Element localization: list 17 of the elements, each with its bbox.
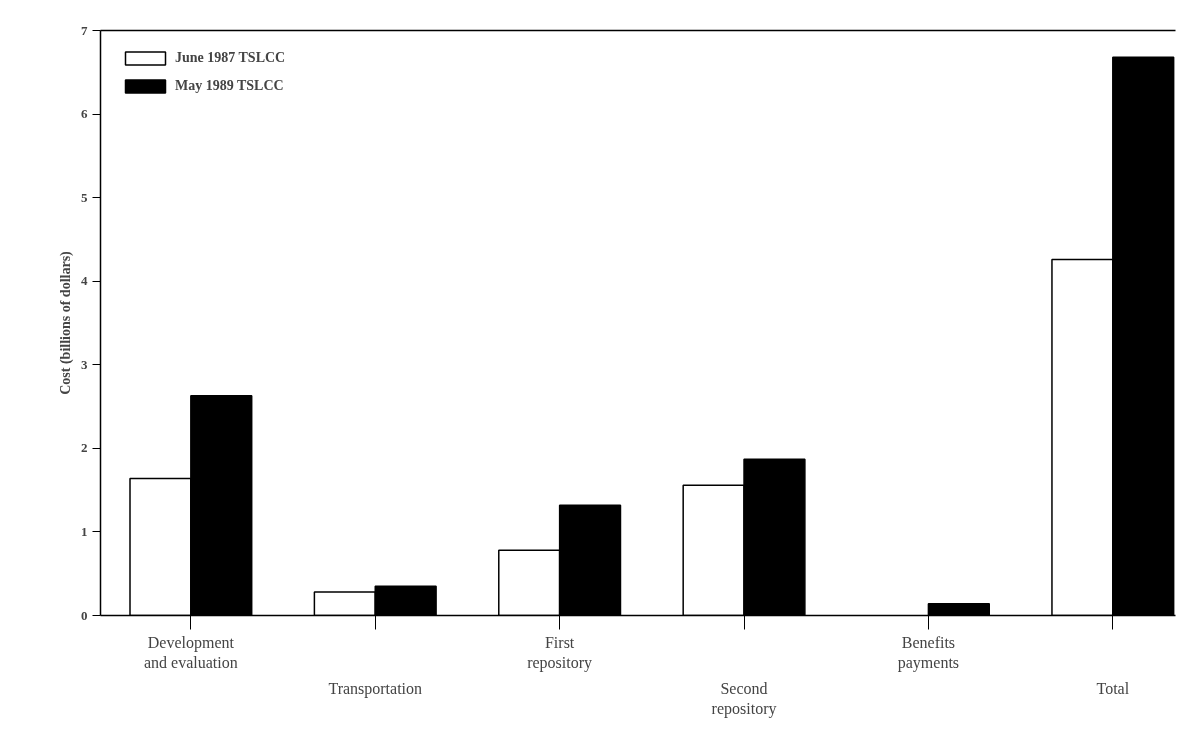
x-tick-label: Benefits payments	[897, 633, 960, 672]
y-axis-title: Cost (billions of dollars)	[58, 250, 74, 395]
x-tick-label: First repository	[527, 633, 593, 672]
y-tick-label: 6	[81, 106, 88, 122]
y-tick-label: 4	[81, 273, 88, 289]
y-tick-label: 1	[81, 523, 88, 539]
x-tick-label: Total	[1096, 679, 1130, 697]
x-tick-label: Second repository	[711, 679, 777, 718]
legend-label: June 1987 TSLCC	[175, 50, 286, 66]
y-tick-label: 7	[81, 22, 88, 38]
x-tick-label: Development and evaluation	[143, 633, 238, 671]
y-tick-label: 3	[81, 356, 88, 372]
y-tick-label: 5	[81, 189, 88, 205]
y-tick-label: 0	[81, 607, 88, 623]
y-tick-label: 2	[81, 440, 88, 456]
x-tick-label: Transportation	[328, 679, 423, 698]
legend-label: May 1989 TSLCC	[175, 78, 284, 94]
